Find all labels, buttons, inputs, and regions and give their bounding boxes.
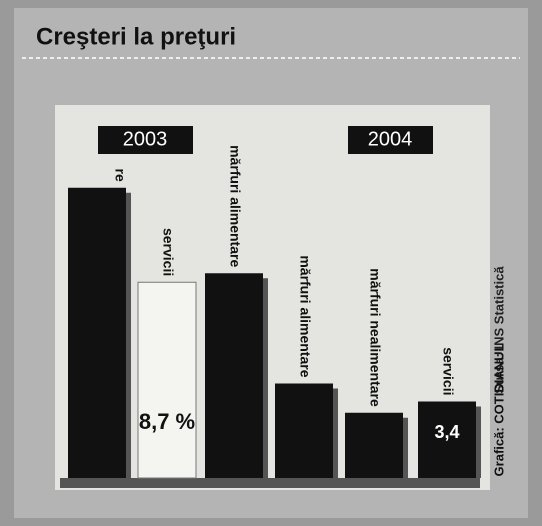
group-box (98, 126, 193, 154)
bar (205, 273, 263, 478)
source: Sursa: INS Statistică (491, 266, 506, 394)
group-label: 2004 (368, 128, 413, 150)
category-label: re (112, 169, 128, 182)
value-label: 8,7 % (139, 409, 195, 434)
credit: Grafică: COTIDIANUL (491, 343, 506, 476)
category-label: mărfuri alimentare (227, 145, 243, 267)
bar (137, 281, 197, 479)
category-label: servicii (440, 347, 456, 395)
value-label: 3,4 (434, 422, 459, 442)
bar (275, 383, 333, 478)
category-label: servicii (160, 228, 176, 276)
bar (68, 187, 126, 478)
bar (418, 401, 476, 478)
category-label: mărfuri alimentare (297, 255, 313, 377)
base (60, 478, 480, 488)
category-label: mărfuri nealimentare (367, 268, 383, 407)
chart-title: Creşteri la preţuri (36, 23, 236, 50)
group-box (348, 126, 433, 154)
bar (345, 412, 403, 478)
group-label: 2003 (123, 128, 168, 150)
